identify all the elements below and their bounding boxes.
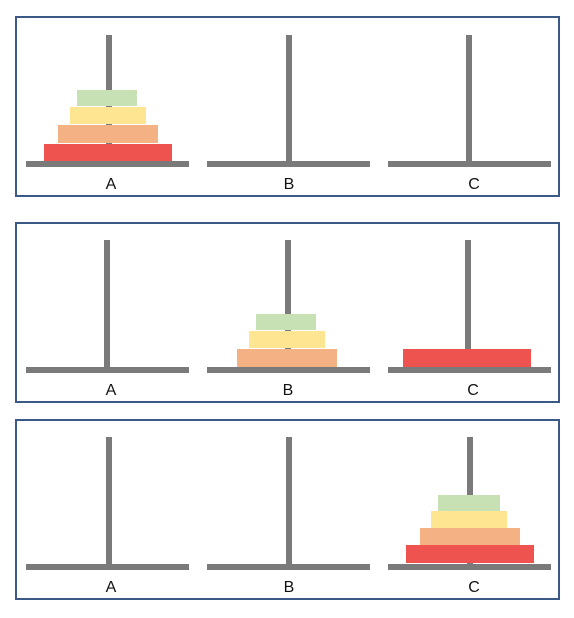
- disk-red: [44, 144, 172, 161]
- disk-green: [256, 314, 316, 330]
- disk-green: [438, 495, 500, 511]
- peg-a-base: [26, 564, 189, 570]
- peg-a-rod: [104, 240, 110, 369]
- peg-label-a: A: [105, 382, 117, 399]
- peg-label-a: A: [105, 176, 117, 193]
- peg-label-c: C: [468, 579, 480, 596]
- peg-c-base: [388, 564, 551, 570]
- peg-c-rod: [466, 35, 472, 163]
- peg-a-rod: [106, 437, 112, 566]
- disk-yellow: [70, 107, 146, 124]
- peg-c-rod: [465, 240, 471, 369]
- peg-label-b: B: [283, 176, 295, 193]
- peg-label-b: B: [282, 382, 294, 399]
- peg-b-base: [207, 161, 370, 167]
- peg-c-base: [388, 161, 551, 167]
- disk-orange: [420, 528, 520, 545]
- panel-state-3: A B C: [15, 419, 560, 600]
- disk-green: [77, 90, 137, 106]
- peg-label-b: B: [283, 579, 295, 596]
- peg-b-rod: [286, 437, 292, 566]
- peg-b-base: [207, 564, 370, 570]
- peg-label-a: A: [105, 579, 117, 596]
- peg-a-base: [26, 161, 189, 167]
- peg-b-base: [207, 367, 370, 373]
- disk-yellow: [249, 331, 325, 348]
- peg-b-rod: [285, 240, 291, 369]
- disk-orange: [237, 349, 337, 367]
- disk-yellow: [431, 511, 507, 528]
- peg-a-base: [26, 367, 189, 373]
- peg-c-base: [388, 367, 551, 373]
- panel-state-2: A B C: [15, 222, 560, 403]
- peg-label-c: C: [467, 382, 479, 399]
- peg-b-rod: [286, 35, 292, 163]
- peg-label-c: C: [468, 176, 480, 193]
- panel-state-1: A B C: [15, 16, 560, 197]
- disk-red: [406, 545, 534, 563]
- disk-red: [403, 349, 531, 367]
- disk-orange: [58, 125, 158, 143]
